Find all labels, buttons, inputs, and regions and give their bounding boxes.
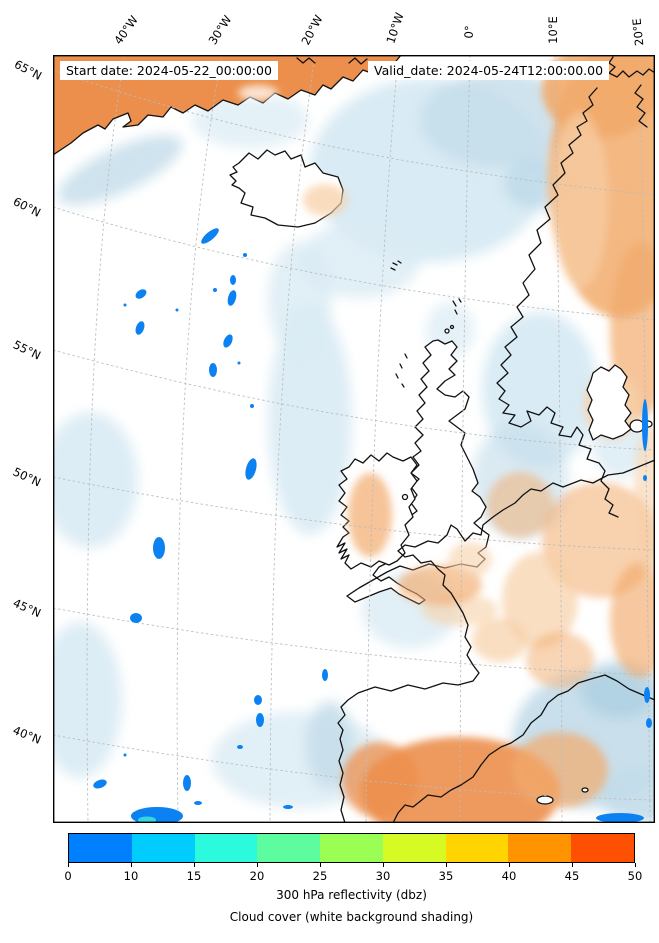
colorbar-tickmark <box>320 863 321 867</box>
colorbar-tickmark <box>446 863 447 867</box>
lat-tick-55n: 55°N <box>10 337 44 363</box>
colorbar-tickmark <box>68 863 69 867</box>
shetland <box>452 298 462 315</box>
faroe-islands <box>390 260 402 271</box>
colorbar-segment <box>382 834 446 862</box>
colorbar-tickmark <box>572 863 573 867</box>
lat-tick-50n: 50°N <box>10 464 44 490</box>
colorbar-tick-label: 35 <box>438 869 454 883</box>
lon-tick-20w: 20°W <box>298 12 326 48</box>
lon-tick-0: 0° <box>461 24 477 40</box>
colorbar-tick-label: 25 <box>312 869 328 883</box>
colorbar <box>68 833 635 863</box>
valid-date-label: Valid_date: 2024-05-24T12:00:00.00 <box>368 61 610 80</box>
start-date-label: Start date: 2024-05-22_00:00:00 <box>60 61 278 80</box>
lat-tick-65n: 65°N <box>11 57 45 83</box>
lon-tick-20e: 20°E <box>629 17 647 47</box>
colorbar-tick-label: 50 <box>627 869 643 883</box>
colorbar-tickmark <box>635 863 636 867</box>
colorbar-segment <box>131 834 195 862</box>
colorbar-segment <box>571 834 635 862</box>
orkney <box>444 328 450 334</box>
balearic-island <box>536 795 554 805</box>
colorbar-tickmark <box>194 863 195 867</box>
colorbar-caption-line1: 300 hPa reflectivity (dbz) <box>276 888 427 902</box>
colorbar-tick-label: 30 <box>375 869 391 883</box>
greenland-landmass <box>53 55 402 156</box>
norway-coast <box>496 87 619 518</box>
colorbar-tick-label: 40 <box>501 869 517 883</box>
lofoten-islets <box>608 56 655 128</box>
lon-tick-30w: 30°W <box>205 12 235 48</box>
lon-tick-10e: 10°E <box>546 16 560 44</box>
coastlines <box>296 56 655 823</box>
continental-europe-coast <box>337 459 655 823</box>
colorbar-tick-label: 15 <box>186 869 202 883</box>
mediterranean-coast <box>392 674 655 823</box>
great-britain <box>346 339 490 605</box>
colorbar-segment <box>445 834 509 862</box>
colorbar-tickmark <box>131 863 132 867</box>
colorbar-tick-label: 20 <box>249 869 265 883</box>
colorbar-tick-label: 10 <box>123 869 139 883</box>
colorbar-tickmark <box>383 863 384 867</box>
reflectivity-core-cyan <box>138 816 156 823</box>
map-border <box>53 55 655 823</box>
colorbar-tick-label: 45 <box>564 869 580 883</box>
lon-tick-40w: 40°W <box>111 12 141 48</box>
map-plot-area <box>53 55 655 823</box>
colorbar-segment <box>257 834 321 862</box>
lat-tick-60n: 60°N <box>10 194 44 220</box>
cloud-shading-blue <box>53 72 655 823</box>
lon-tick-10w: 10°W <box>383 10 407 46</box>
colorbar-segment <box>69 834 132 862</box>
lat-tick-40n: 40°N <box>10 723 44 747</box>
denmark <box>586 364 632 441</box>
top-edge-islets <box>296 57 368 65</box>
isle-of-man <box>401 493 409 501</box>
colorbar-segment <box>194 834 258 862</box>
colorbar-caption-line2: Cloud cover (white background shading) <box>229 910 474 924</box>
lat-tick-45n: 45°N <box>10 595 44 621</box>
colorbar-tickmark <box>257 863 258 867</box>
colorbar-segment <box>508 834 572 862</box>
hebrides <box>395 353 408 388</box>
colorbar-tickmark <box>509 863 510 867</box>
colorbar-tick-label: 0 <box>64 869 72 883</box>
colorbar-segment <box>320 834 383 862</box>
